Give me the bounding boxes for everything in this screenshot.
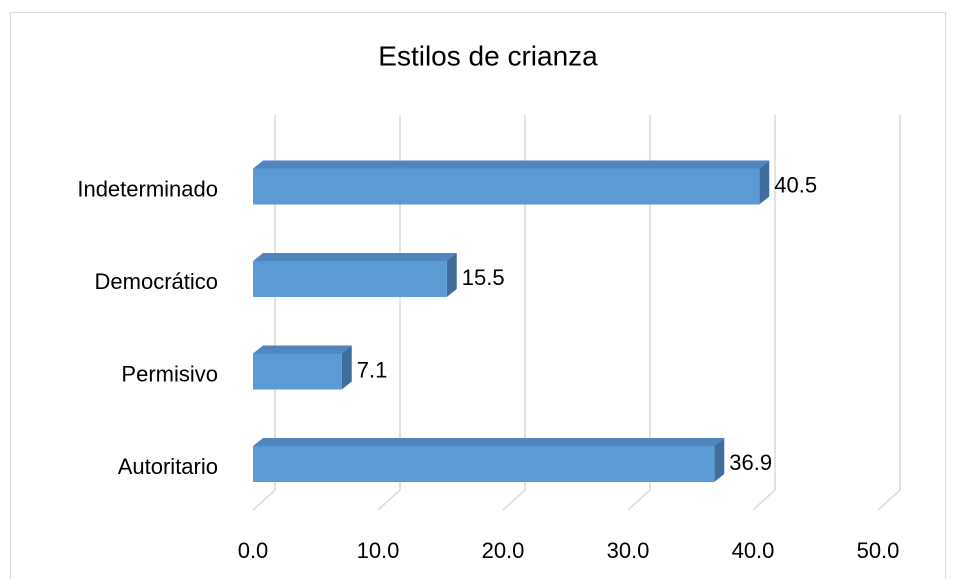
bar [253,168,760,205]
y-tick-label: Autoritario [118,454,218,479]
x-tick-label: 50.0 [857,538,900,563]
grid-line [502,115,526,511]
bar [253,446,715,482]
bar [253,353,342,390]
grid-line [252,115,276,511]
x-tick-label: 20.0 [482,538,525,563]
bar-top [253,438,725,446]
bar-side [341,345,352,390]
bar-side [759,160,770,205]
grid-line [877,115,901,511]
y-tick-label: Democrático [95,269,218,294]
chart-title: Estilos de crianza [378,40,598,71]
grid-line [752,115,776,511]
bar-top [253,253,457,261]
chart-border [10,12,946,579]
y-tick-label: Indeterminado [77,176,218,201]
bar-side [446,253,457,297]
y-tick-label: Permisivo [121,361,218,386]
grid-line [377,115,401,511]
grid-line [627,115,651,511]
bar [253,261,447,297]
data-label: 36.9 [729,450,772,475]
bar-top [253,160,770,169]
x-tick-label: 0.0 [238,538,269,563]
data-label: 40.5 [774,172,817,197]
x-tick-label: 40.0 [732,538,775,563]
bar-top [253,345,352,354]
data-label: 15.5 [462,265,505,290]
x-tick-label: 30.0 [607,538,650,563]
bar-side [714,438,725,482]
data-label: 7.1 [357,357,388,382]
x-tick-label: 10.0 [357,538,400,563]
